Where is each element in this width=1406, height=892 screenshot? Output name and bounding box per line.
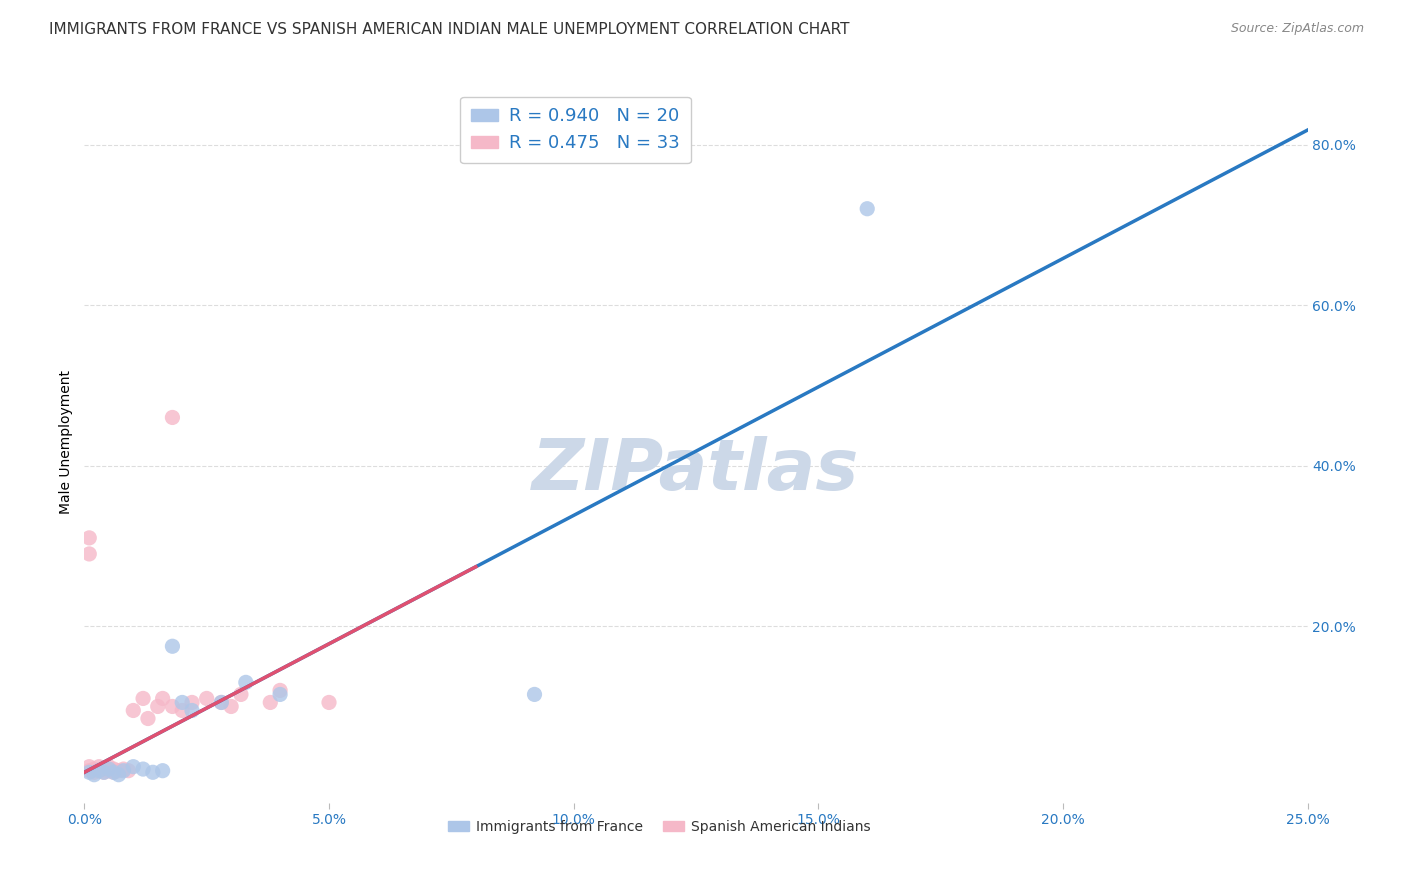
Point xyxy=(269,687,291,701)
Point xyxy=(103,765,125,780)
Point xyxy=(122,703,145,717)
Point xyxy=(318,696,340,710)
Point xyxy=(103,762,125,776)
Point xyxy=(107,764,129,778)
Point xyxy=(523,687,546,701)
Point xyxy=(162,699,184,714)
Point xyxy=(103,765,125,780)
Text: ZIPatlas: ZIPatlas xyxy=(533,436,859,505)
Text: Source: ZipAtlas.com: Source: ZipAtlas.com xyxy=(1230,22,1364,36)
Point xyxy=(107,767,129,781)
Point xyxy=(93,765,115,780)
Point xyxy=(162,410,184,425)
Point xyxy=(209,696,232,710)
Point xyxy=(122,760,145,774)
Point xyxy=(195,691,218,706)
Point xyxy=(146,699,169,714)
Point xyxy=(856,202,879,216)
Point xyxy=(269,683,291,698)
Point xyxy=(112,764,135,778)
Point xyxy=(77,765,100,780)
Point xyxy=(219,699,242,714)
Point xyxy=(77,547,100,561)
Point xyxy=(93,765,115,780)
Point xyxy=(132,762,155,776)
Point xyxy=(97,764,120,778)
Point xyxy=(77,760,100,774)
Y-axis label: Male Unemployment: Male Unemployment xyxy=(59,369,73,514)
Point xyxy=(83,765,105,780)
Point xyxy=(229,687,252,701)
Point xyxy=(112,762,135,776)
Point xyxy=(77,531,100,545)
Point xyxy=(152,691,174,706)
Point xyxy=(97,760,120,774)
Point xyxy=(152,764,174,778)
Point xyxy=(97,762,120,776)
Text: IMMIGRANTS FROM FRANCE VS SPANISH AMERICAN INDIAN MALE UNEMPLOYMENT CORRELATION : IMMIGRANTS FROM FRANCE VS SPANISH AMERIC… xyxy=(49,22,849,37)
Point xyxy=(132,691,155,706)
Legend: Immigrants from France, Spanish American Indians: Immigrants from France, Spanish American… xyxy=(443,814,876,839)
Point xyxy=(87,764,110,778)
Point xyxy=(93,762,115,776)
Point xyxy=(181,703,204,717)
Point xyxy=(181,696,204,710)
Point xyxy=(83,762,105,776)
Point xyxy=(259,696,281,710)
Point xyxy=(235,675,257,690)
Point xyxy=(136,712,159,726)
Point xyxy=(87,764,110,778)
Point xyxy=(142,765,165,780)
Point xyxy=(117,764,139,778)
Point xyxy=(162,639,184,653)
Point xyxy=(83,767,105,781)
Point xyxy=(172,703,194,717)
Point xyxy=(77,764,100,778)
Point xyxy=(209,696,232,710)
Point xyxy=(172,696,194,710)
Point xyxy=(87,760,110,774)
